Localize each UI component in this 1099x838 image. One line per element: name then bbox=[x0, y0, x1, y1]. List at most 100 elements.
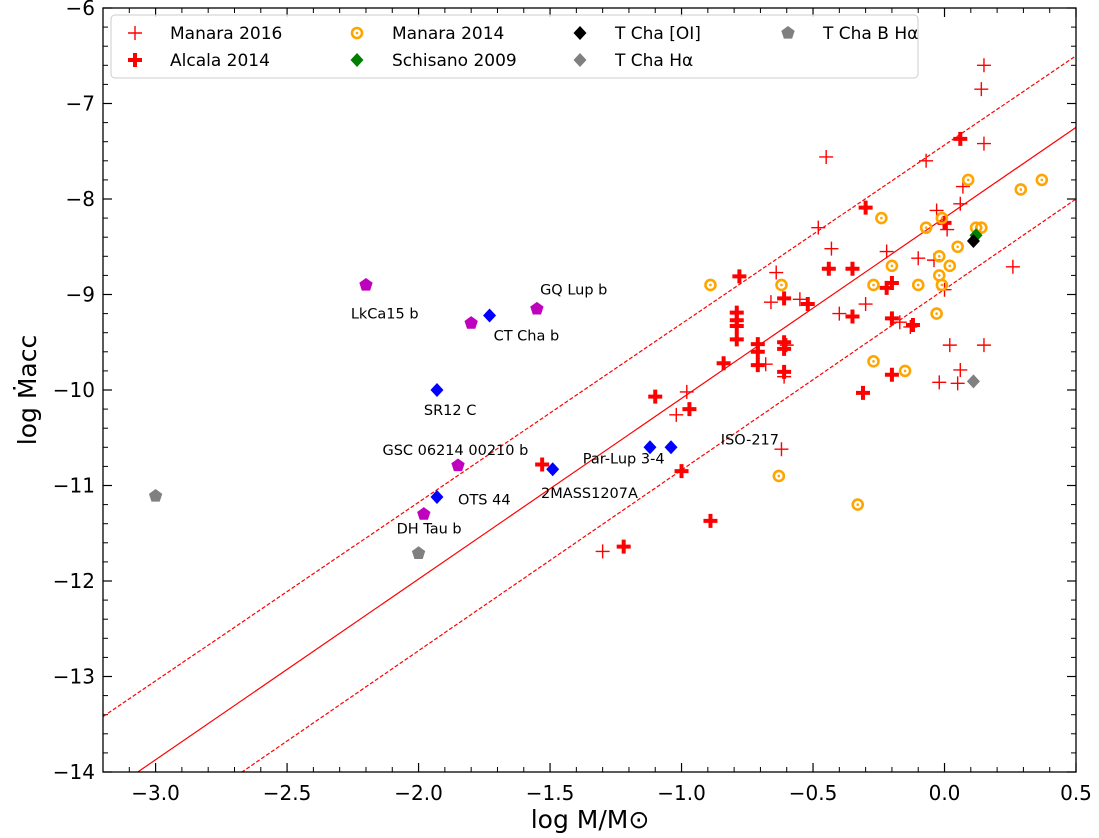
annotation-label: SR12 C bbox=[424, 403, 476, 419]
point-manara-2014 bbox=[911, 278, 925, 292]
fit-lines bbox=[103, 55, 1076, 772]
point-alcala-2014 bbox=[750, 344, 765, 359]
annotation-label: GQ Lup b bbox=[540, 283, 607, 299]
point-pentagon-bf00bf bbox=[451, 458, 465, 472]
annotation-label: ISO-217 bbox=[721, 432, 779, 448]
point-diamond-0000ff bbox=[430, 383, 444, 397]
point-manara-2016 bbox=[911, 251, 926, 266]
point-manara-2014 bbox=[875, 211, 888, 225]
point-alcala-2014 bbox=[732, 269, 747, 284]
legend-label-schisano-2009: Schisano 2009 bbox=[392, 51, 517, 71]
plot-frame bbox=[102, 7, 1077, 773]
point-manara-2014 bbox=[943, 259, 957, 273]
point-manara-2016 bbox=[769, 265, 784, 280]
legend-marker-alcala-2014 bbox=[128, 53, 142, 67]
point-manara-2016 bbox=[819, 149, 834, 164]
annotation-label: LkCa15 b bbox=[351, 306, 419, 322]
point-manara-2016 bbox=[950, 376, 965, 391]
point-manara-2014 bbox=[935, 278, 949, 292]
point-manara-2016 bbox=[953, 362, 968, 377]
point-alcala-2014 bbox=[750, 358, 765, 373]
point-t-cha-h bbox=[966, 374, 980, 389]
point-manara-2016 bbox=[942, 338, 957, 353]
point-pentagon-bf00bf bbox=[530, 301, 544, 315]
point-alcala-2014 bbox=[703, 513, 718, 528]
point-alcala-2014 bbox=[674, 464, 689, 479]
point-manara-2014 bbox=[867, 278, 880, 292]
point-alcala-2014 bbox=[858, 200, 873, 215]
data-points bbox=[148, 58, 1049, 559]
point-manara-2014 bbox=[867, 355, 880, 368]
point-manara-2014 bbox=[704, 278, 717, 292]
point-manara-2014 bbox=[935, 211, 949, 225]
legend-label-t-cha-b-h: T Cha B Hα bbox=[822, 24, 918, 44]
annotation-label: CT Cha b bbox=[494, 328, 560, 344]
legend-label-t-cha-h: T Cha Hα bbox=[614, 51, 693, 71]
point-pentagon-bf00bf bbox=[359, 277, 373, 291]
point-alcala-2014 bbox=[821, 261, 836, 276]
x-tick-label: 0.0 bbox=[929, 781, 961, 805]
legend-marker-schisano-2009 bbox=[350, 53, 364, 67]
y-tick-label: −14 bbox=[53, 760, 95, 784]
legend-box bbox=[110, 14, 919, 79]
legend: Manara 2016 Alcala 2014 Manara 2014 Schisan… bbox=[110, 14, 919, 79]
annotation-label: Par-Lup 3-4 bbox=[583, 452, 665, 468]
point-manara-2016 bbox=[976, 58, 991, 73]
x-tick-label: −1.5 bbox=[526, 781, 575, 805]
point-t-cha-oi bbox=[966, 234, 980, 249]
point-manara-2016 bbox=[679, 384, 694, 399]
point-manara-2016 bbox=[669, 407, 684, 422]
point-manara-2016 bbox=[976, 338, 991, 353]
fit-line-scatter-band-1 bbox=[103, 55, 1076, 718]
legend-marker-t-cha-h bbox=[573, 53, 587, 67]
point-alcala-2014 bbox=[777, 291, 792, 306]
x-tick-label: −2.5 bbox=[263, 781, 312, 805]
point-manara-2016 bbox=[792, 292, 807, 307]
point-diamond-0000ff bbox=[664, 440, 678, 455]
legend-label-manara-2016: Manara 2016 bbox=[170, 24, 282, 44]
x-tick-label: 0.5 bbox=[1060, 781, 1092, 805]
point-manara-2016 bbox=[763, 295, 778, 310]
y-axis-label: log Ṁacc bbox=[13, 335, 42, 445]
point-manara-2016 bbox=[976, 136, 991, 151]
point-manara-2016 bbox=[919, 153, 934, 168]
legend-marker-t-cha-b-h bbox=[781, 26, 795, 39]
point-manara-2016 bbox=[774, 442, 789, 457]
x-tick-label: −2.0 bbox=[394, 781, 443, 805]
point-alcala-2014 bbox=[800, 297, 815, 312]
y-tick-label: −7 bbox=[66, 92, 95, 116]
legend-label-alcala-2014: Alcala 2014 bbox=[170, 51, 270, 71]
tick-layer: −3.0 −2.5 −2.0 −1.5 −1.0 −0.5 0.0 0.5 −14 −13 −12 −… bbox=[53, 0, 1092, 805]
point-diamond-0000ff bbox=[483, 308, 497, 323]
point-alcala-2014 bbox=[884, 367, 899, 382]
point-alcala-2014 bbox=[616, 539, 631, 554]
point-alcala-2014 bbox=[855, 385, 870, 400]
point-alcala-2014 bbox=[905, 318, 920, 333]
point-alcala-2014 bbox=[729, 332, 744, 347]
legend-marker-manara-2014 bbox=[350, 26, 364, 40]
legend-label-t-cha-oi: T Cha [OI] bbox=[614, 24, 701, 44]
point-pentagon-bf00bf bbox=[464, 316, 478, 329]
point-t-cha-b-h bbox=[148, 489, 163, 502]
fit-line-relation bbox=[136, 126, 1076, 772]
point-manara-2016 bbox=[974, 82, 989, 97]
point-alcala-2014 bbox=[884, 311, 899, 326]
point-manara-2014 bbox=[975, 221, 988, 234]
point-manara-2014 bbox=[1014, 183, 1028, 196]
annotation-label: 2MASS1207A bbox=[541, 486, 638, 502]
x-axis-label: log M/M⊙ bbox=[531, 805, 650, 834]
annotation-label: DH Tau b bbox=[397, 521, 462, 537]
point-alcala-2014 bbox=[729, 319, 744, 334]
point-diamond-0000ff bbox=[430, 489, 444, 504]
y-tick-label: −8 bbox=[66, 187, 95, 211]
point-alcala-2014 bbox=[648, 389, 663, 404]
point-manara-2014 bbox=[930, 307, 943, 320]
point-manara-2016 bbox=[824, 241, 839, 256]
point-alcala-2014 bbox=[716, 356, 731, 371]
point-manara-2014 bbox=[932, 249, 946, 263]
y-tick-label: −11 bbox=[53, 474, 95, 498]
point-manara-2014 bbox=[775, 278, 788, 292]
point-alcala-2014 bbox=[682, 402, 697, 417]
point-alcala-2014 bbox=[535, 457, 550, 472]
point-manara-2014 bbox=[885, 259, 899, 273]
